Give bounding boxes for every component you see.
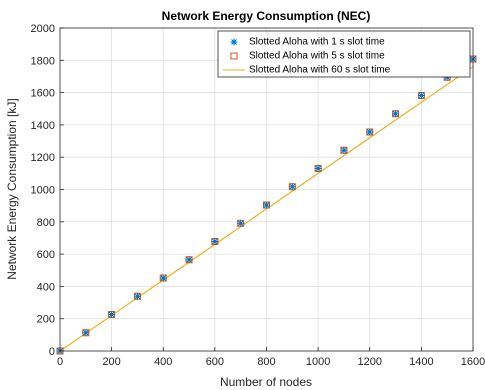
data-point-1s — [108, 311, 116, 319]
legend-entry-2: Slotted Aloha with 5 s slot time — [230, 51, 385, 62]
y-tick-label: 800 — [37, 217, 55, 229]
data-point-1s — [185, 256, 193, 264]
data-point-1s — [417, 92, 425, 100]
legend-box — [217, 30, 471, 78]
x-tick-label: 200 — [102, 356, 120, 368]
x-tick-label: 800 — [257, 356, 275, 368]
y-tick-label: 1200 — [31, 152, 55, 164]
legend-label-2: Slotted Aloha with 5 s slot time — [249, 51, 385, 62]
square-marker-icon — [230, 52, 238, 60]
legend-label-1: Slotted Aloha with 1 s slot time — [249, 37, 385, 48]
y-tick-label: 400 — [37, 281, 55, 293]
x-axis-title: Number of nodes — [220, 375, 312, 389]
data-point-1s — [314, 165, 322, 173]
legend-entry-3: Slotted Aloha with 60 s slot time — [223, 65, 391, 76]
data-point-1s — [366, 128, 374, 136]
y-tick-label: 0 — [49, 346, 55, 358]
y-tick-label: 2000 — [31, 23, 55, 35]
data-point-1s — [237, 219, 245, 227]
legend-entry-1: Slotted Aloha with 1 s slot time — [230, 37, 385, 48]
grid-lines — [60, 28, 473, 351]
x-tick-label: 1600 — [461, 356, 485, 368]
series-line-60s — [59, 66, 474, 352]
x-tick-label: 1200 — [358, 356, 382, 368]
data-point-1s — [392, 110, 400, 118]
x-tick-label: 400 — [154, 356, 172, 368]
legend: Slotted Aloha with 1 s slot time Slotted… — [217, 30, 471, 78]
y-tick-label: 600 — [37, 249, 55, 261]
data-point-1s — [263, 201, 270, 209]
x-tick-label: 1400 — [409, 356, 433, 368]
data-point-1s — [159, 274, 167, 282]
data-point-1s — [340, 146, 348, 154]
y-axis-title: Network Energy Consumption [kJ] — [5, 98, 19, 279]
y-tick-label: 1600 — [31, 88, 55, 100]
data-point-1s — [82, 329, 90, 337]
tick-layer: 0 200 400 600 800 1000 1200 1400 1600 0 200 400 600 8… — [31, 23, 485, 368]
chart-title: Network Energy Consumption (NEC) — [162, 9, 371, 23]
y-tick-label: 1800 — [31, 55, 55, 67]
x-tick-label: 1000 — [306, 356, 330, 368]
y-tick-label: 200 — [37, 314, 55, 326]
data-point-1s — [133, 292, 141, 300]
asterisk-marker-icon — [230, 38, 238, 46]
legend-asterisk — [230, 38, 238, 46]
x-tick-label: 600 — [206, 356, 224, 368]
legend-square — [230, 52, 238, 60]
x-tick-label: 0 — [57, 356, 63, 368]
y-tick-label: 1400 — [31, 120, 55, 132]
legend-label-3: Slotted Aloha with 60 s slot time — [249, 65, 391, 76]
y-tick-label: 1000 — [31, 185, 55, 197]
data-point-1s — [211, 238, 219, 246]
data-point-1s — [288, 183, 296, 191]
